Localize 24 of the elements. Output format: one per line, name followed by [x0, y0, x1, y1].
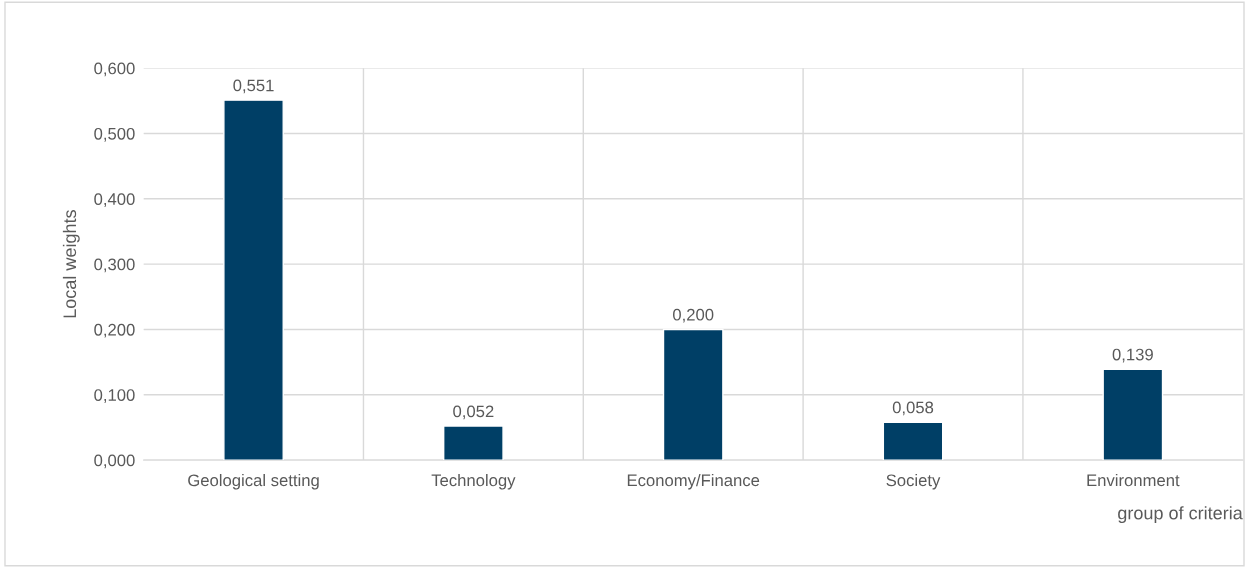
y-tick-label: 0,000: [94, 454, 135, 469]
bar: [882, 421, 944, 461]
y-tick-label: 0,600: [94, 62, 135, 77]
x-tick-label: Technology: [431, 473, 516, 490]
x-axis-title: group of criteria: [1118, 506, 1243, 523]
y-tick-label: 0,200: [94, 323, 135, 338]
data-label: 0,139: [1112, 348, 1153, 363]
data-label: 0,052: [453, 405, 494, 420]
data-label: 0,200: [672, 308, 714, 323]
x-tick-label: Geological setting: [188, 473, 319, 490]
x-tick-label: Environment: [1087, 473, 1180, 487]
y-tick-label: 0,100: [94, 389, 135, 403]
bar: [1102, 368, 1164, 461]
bar: [223, 99, 284, 461]
y-tick-label: 0,400: [94, 193, 135, 207]
y-tick-label: 0,300: [94, 258, 135, 273]
y-axis-title: Local weights: [62, 210, 80, 318]
data-label: 0,551: [233, 79, 274, 94]
x-tick-label: Economy/Finance: [627, 473, 760, 490]
y-tick-label: 0,500: [94, 127, 135, 142]
data-label: 0,058: [892, 401, 934, 416]
x-tick-label: Society: [886, 473, 941, 490]
bar: [662, 328, 724, 461]
bar: [442, 425, 504, 461]
